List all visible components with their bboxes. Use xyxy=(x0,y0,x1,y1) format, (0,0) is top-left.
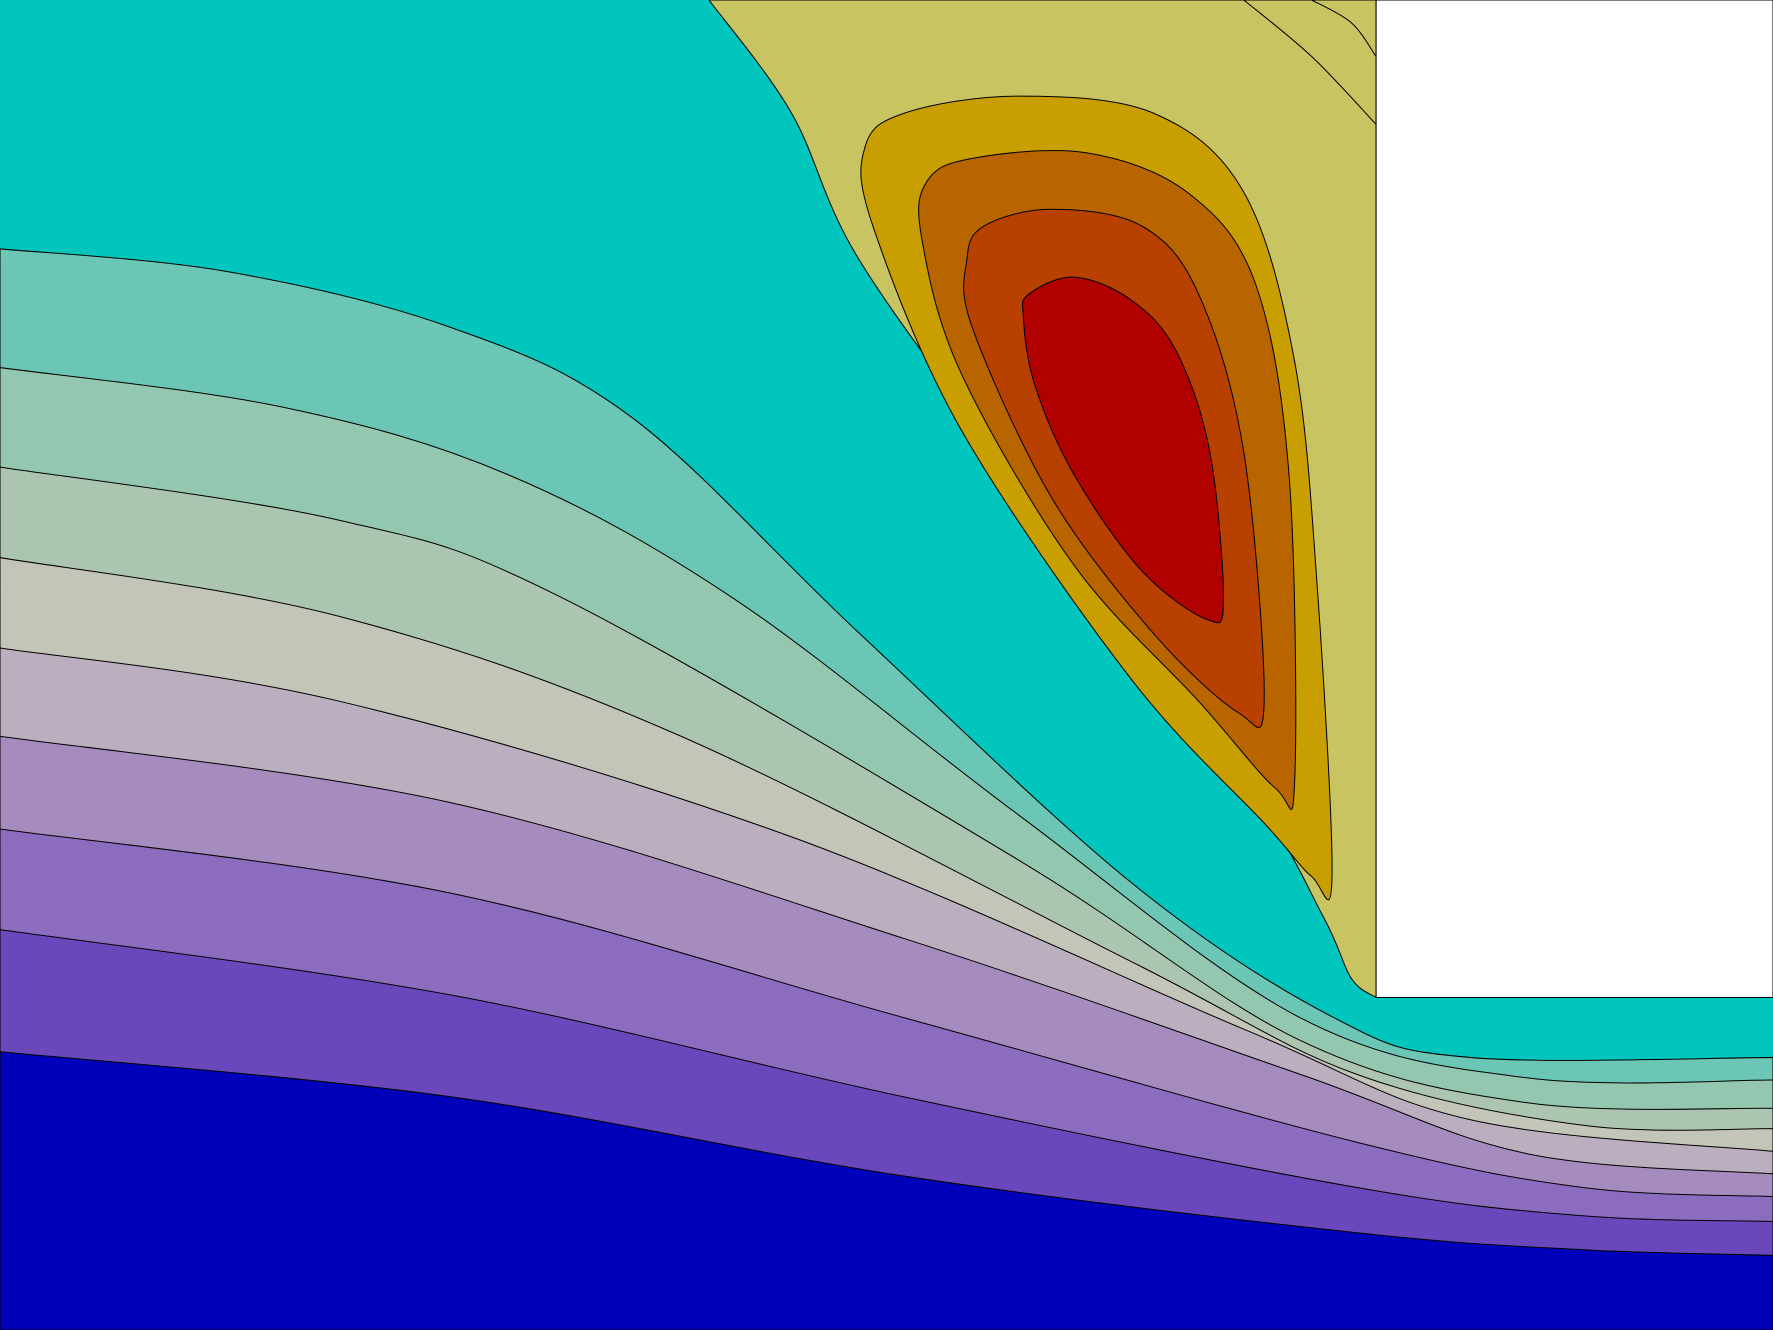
contour-line-corner-2 xyxy=(1311,0,1377,57)
contour-region-10 xyxy=(0,1051,1773,1330)
step-obstacle-region xyxy=(1375,0,1773,999)
contour-region-upper-5 xyxy=(1021,276,1224,624)
contour-line-corner-1 xyxy=(1243,0,1377,125)
